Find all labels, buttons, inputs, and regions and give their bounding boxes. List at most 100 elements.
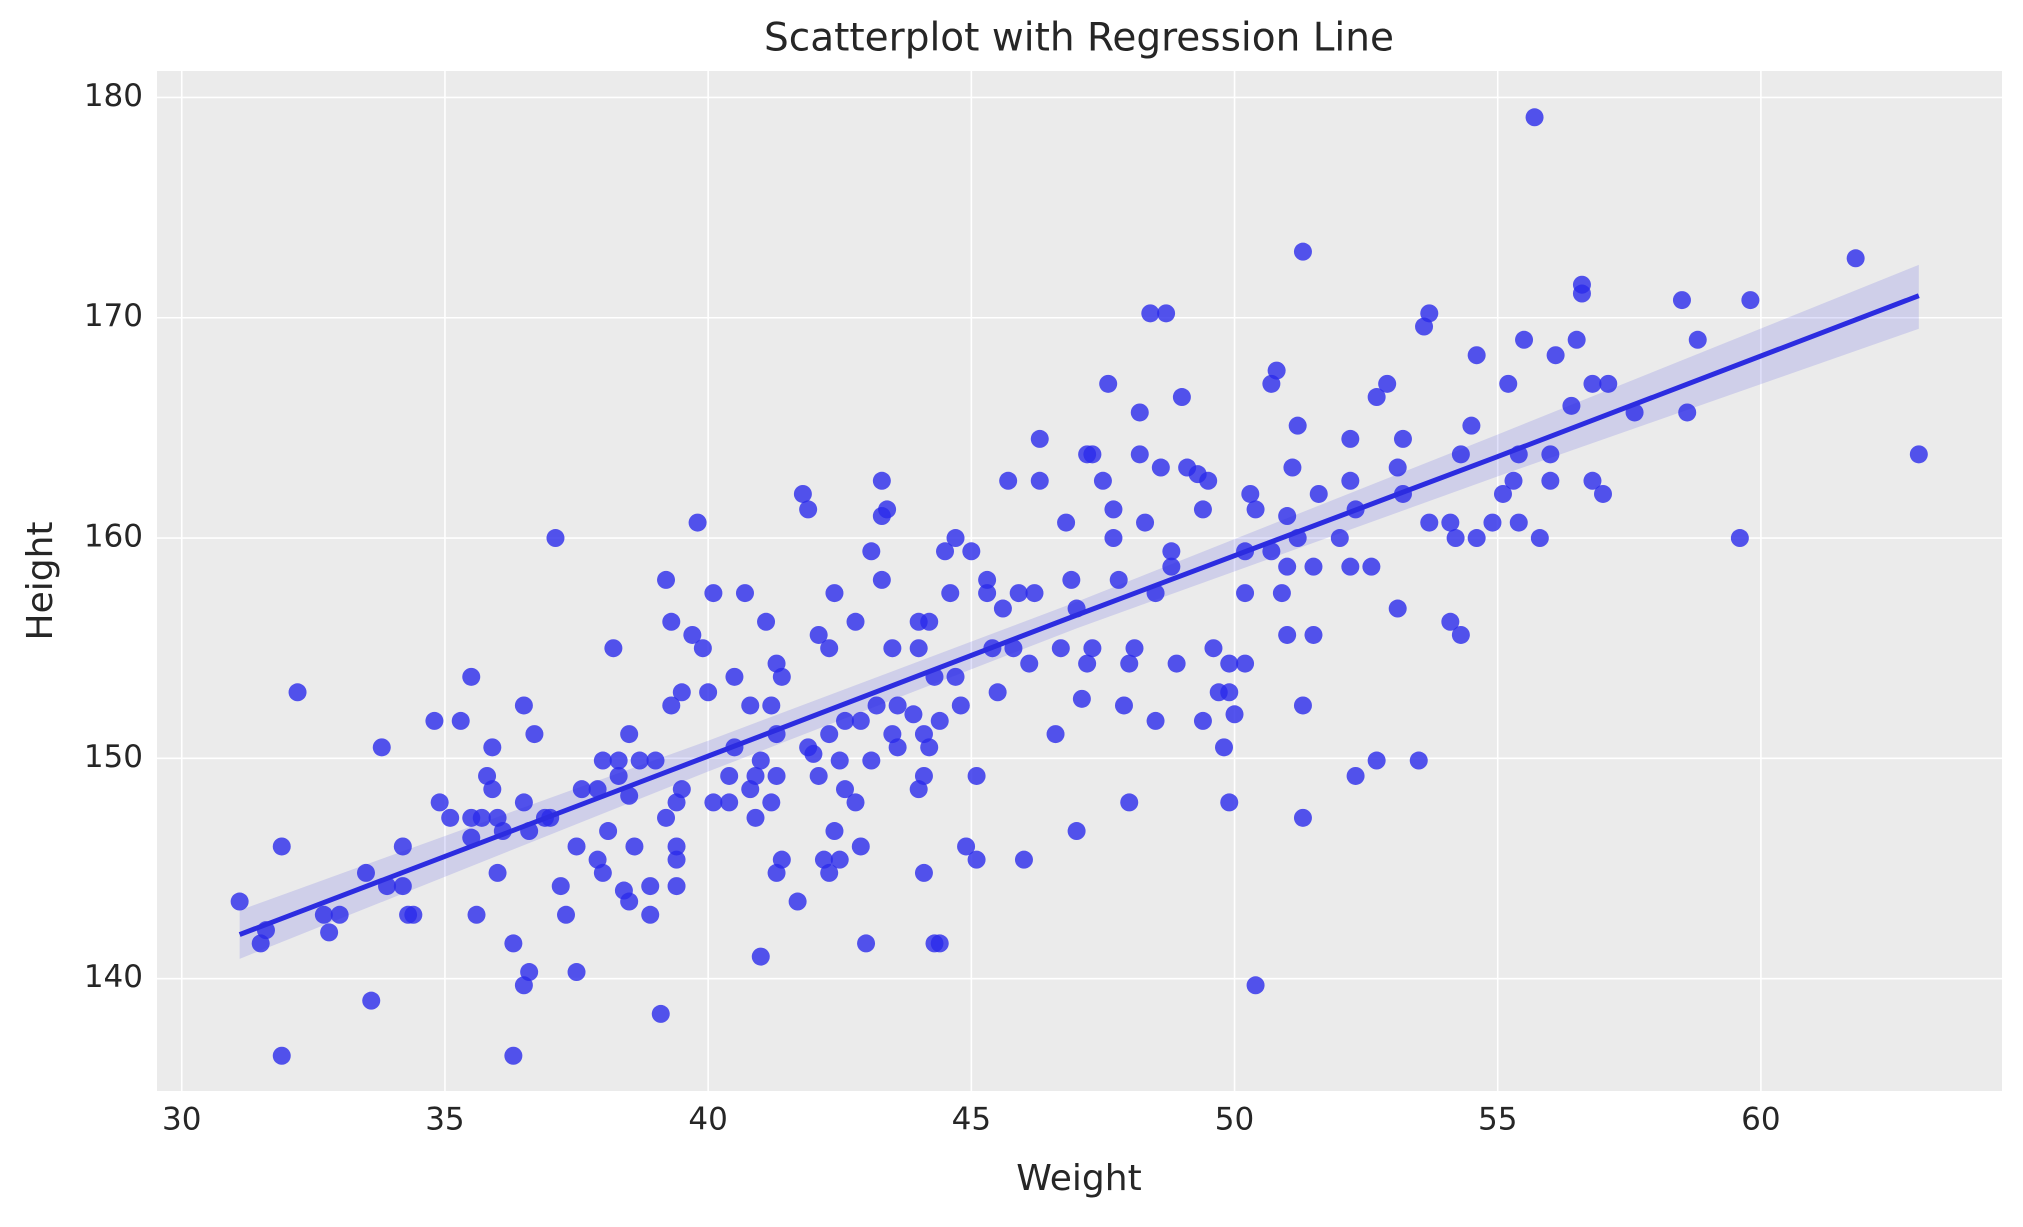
scatter-point bbox=[1236, 584, 1255, 603]
scatter-point bbox=[641, 877, 660, 896]
scatter-point bbox=[936, 542, 955, 561]
scatter-point bbox=[551, 877, 570, 896]
scatter-point bbox=[393, 837, 412, 856]
scatter-point bbox=[1293, 242, 1312, 261]
scatter-point bbox=[430, 793, 449, 812]
scatter-point bbox=[546, 529, 565, 548]
scatter-point bbox=[1378, 374, 1397, 393]
scatter-point bbox=[1730, 529, 1749, 548]
scatter-point bbox=[514, 793, 533, 812]
scatter-point bbox=[1146, 711, 1165, 730]
scatter-point bbox=[751, 751, 770, 770]
scatter-point bbox=[1120, 654, 1139, 673]
scatter-point bbox=[330, 905, 349, 924]
scatter-point bbox=[620, 786, 639, 805]
scatter-point bbox=[1204, 639, 1223, 658]
scatter-point bbox=[1562, 396, 1581, 415]
y-tick-label: 140 bbox=[84, 959, 143, 995]
chart-title: Scatterplot with Regression Line bbox=[764, 16, 1394, 61]
scatter-point bbox=[441, 808, 460, 827]
scatter-point bbox=[835, 711, 854, 730]
scatter-point bbox=[1225, 705, 1244, 724]
scatter-point bbox=[1267, 361, 1286, 380]
scatter-point bbox=[1393, 429, 1412, 448]
scatter-point bbox=[1025, 584, 1044, 603]
scatter-point bbox=[1193, 500, 1212, 519]
scatter-point bbox=[1304, 625, 1323, 644]
scatter-point bbox=[1293, 696, 1312, 715]
scatter-point bbox=[1172, 388, 1191, 407]
scatter-point bbox=[1678, 403, 1697, 422]
scatter-point bbox=[683, 625, 702, 644]
scatter-point bbox=[1109, 570, 1128, 589]
scatter-point bbox=[1451, 445, 1470, 464]
scatter-point bbox=[1688, 330, 1707, 349]
scatter-point bbox=[720, 793, 739, 812]
scatter-point bbox=[888, 696, 907, 715]
scatter-point bbox=[746, 808, 765, 827]
scatter-point bbox=[667, 877, 686, 896]
scatter-point bbox=[1136, 513, 1155, 532]
scatter-point bbox=[767, 766, 786, 785]
scatter-point bbox=[593, 751, 612, 770]
scatter-point bbox=[1067, 822, 1086, 841]
scatter-point bbox=[1541, 471, 1560, 490]
scatter-point bbox=[1309, 484, 1328, 503]
scatter-point bbox=[830, 751, 849, 770]
scatter-point bbox=[1241, 484, 1260, 503]
scatter-point bbox=[851, 711, 870, 730]
scatter-point bbox=[514, 696, 533, 715]
scatter-point bbox=[483, 738, 502, 757]
scatter-point bbox=[272, 837, 291, 856]
scatter-point bbox=[1120, 793, 1139, 812]
scatter-point bbox=[1330, 529, 1349, 548]
scatter-point bbox=[1157, 304, 1176, 323]
scatter-point bbox=[1446, 529, 1465, 548]
scatter-point bbox=[1493, 484, 1512, 503]
scatter-point bbox=[1846, 249, 1865, 268]
scatter-point bbox=[1599, 374, 1618, 393]
scatter-point bbox=[1283, 458, 1302, 477]
scatter-point bbox=[1130, 445, 1149, 464]
scatter-point bbox=[488, 863, 507, 882]
y-axis-label: Height bbox=[20, 521, 61, 640]
scatter-point bbox=[883, 639, 902, 658]
scatter-point bbox=[867, 696, 886, 715]
x-tick-label: 45 bbox=[952, 1102, 991, 1138]
scatter-point bbox=[1125, 639, 1144, 658]
scatter-point bbox=[1509, 513, 1528, 532]
scatter-point bbox=[788, 892, 807, 911]
scatter-point bbox=[1014, 850, 1033, 869]
scatter-point bbox=[993, 599, 1012, 618]
scatter-point bbox=[1293, 808, 1312, 827]
scatter-point bbox=[820, 725, 839, 744]
scatter-point bbox=[804, 744, 823, 763]
scatter-point bbox=[1530, 529, 1549, 548]
scatter-point bbox=[1057, 513, 1076, 532]
scatter-point bbox=[425, 711, 444, 730]
scatter-point bbox=[735, 584, 754, 603]
scatter-point bbox=[520, 963, 539, 982]
scatter-point bbox=[625, 837, 644, 856]
scatter-point bbox=[693, 639, 712, 658]
scatter-point bbox=[1388, 599, 1407, 618]
scatter-point bbox=[1346, 766, 1365, 785]
x-tick-label: 35 bbox=[425, 1102, 464, 1138]
scatter-point bbox=[1515, 330, 1534, 349]
scatter-point bbox=[1193, 711, 1212, 730]
scatter-point bbox=[862, 542, 881, 561]
scatter-point bbox=[1151, 458, 1170, 477]
scatter-point bbox=[462, 667, 481, 686]
scatter-point bbox=[230, 892, 249, 911]
scatter-point bbox=[857, 934, 876, 953]
scatter-point bbox=[941, 584, 960, 603]
scatter-point bbox=[967, 766, 986, 785]
scatter-point bbox=[957, 837, 976, 856]
scatter-point bbox=[572, 780, 591, 799]
scatter-point bbox=[762, 696, 781, 715]
scatter-point bbox=[604, 639, 623, 658]
scatter-point bbox=[1304, 557, 1323, 576]
scatter-point bbox=[672, 780, 691, 799]
scatter-point bbox=[1441, 612, 1460, 631]
scatter-point bbox=[830, 850, 849, 869]
